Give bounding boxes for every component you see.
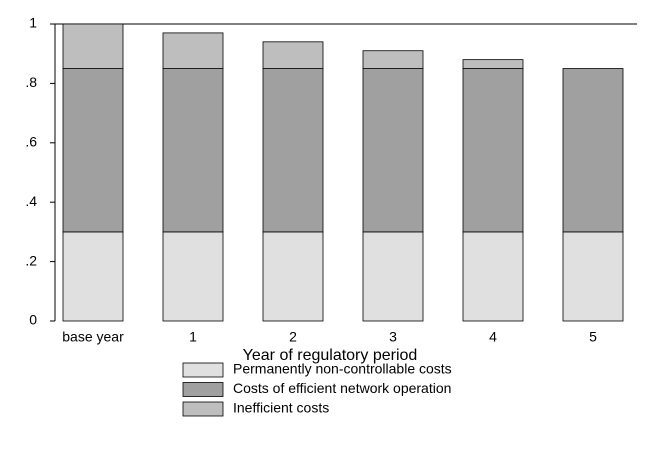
- bar-segment: [162, 32, 224, 69]
- x-axis-title: Year of regulatory period: [243, 347, 418, 364]
- y-tick-label: 0: [29, 312, 37, 328]
- y-tick-label: .6: [25, 134, 37, 150]
- bar-segment: [262, 41, 324, 69]
- legend-swatch: [182, 401, 224, 417]
- x-tick-label: 4: [489, 329, 497, 345]
- bar-segment: [462, 231, 524, 322]
- legend-swatch: [182, 382, 224, 397]
- bar-segment: [62, 231, 124, 322]
- bar-segment: [262, 231, 324, 322]
- bar-segment: [62, 68, 124, 233]
- y-tick-label: .8: [25, 74, 37, 90]
- bar-segment: [562, 231, 624, 322]
- bar-segment: [162, 68, 224, 233]
- bar-segment: [562, 68, 624, 233]
- bar-segment: [262, 68, 324, 233]
- bar-segment: [162, 231, 224, 322]
- bar-segment: [362, 50, 424, 69]
- bar-segment: [62, 23, 124, 69]
- bar-segment: [362, 231, 424, 322]
- x-tick-label: base year: [62, 329, 124, 345]
- y-tick-label: .2: [25, 252, 37, 268]
- legend-label: Inefficient costs: [233, 400, 329, 416]
- legend-label: Costs of efficient network operation: [233, 380, 451, 396]
- legend-label: Permanently non-controllable costs: [233, 361, 452, 377]
- x-tick-label: 3: [389, 329, 397, 345]
- y-tick-label: 1: [29, 15, 37, 31]
- x-tick-label: 5: [589, 329, 597, 345]
- bar-segment: [462, 59, 524, 69]
- y-tick-label: .4: [25, 193, 37, 209]
- bar-segment: [362, 68, 424, 233]
- x-tick-label: 1: [189, 329, 197, 345]
- x-tick-label: 2: [289, 329, 297, 345]
- bar-segment: [462, 68, 524, 233]
- legend-swatch: [182, 362, 224, 378]
